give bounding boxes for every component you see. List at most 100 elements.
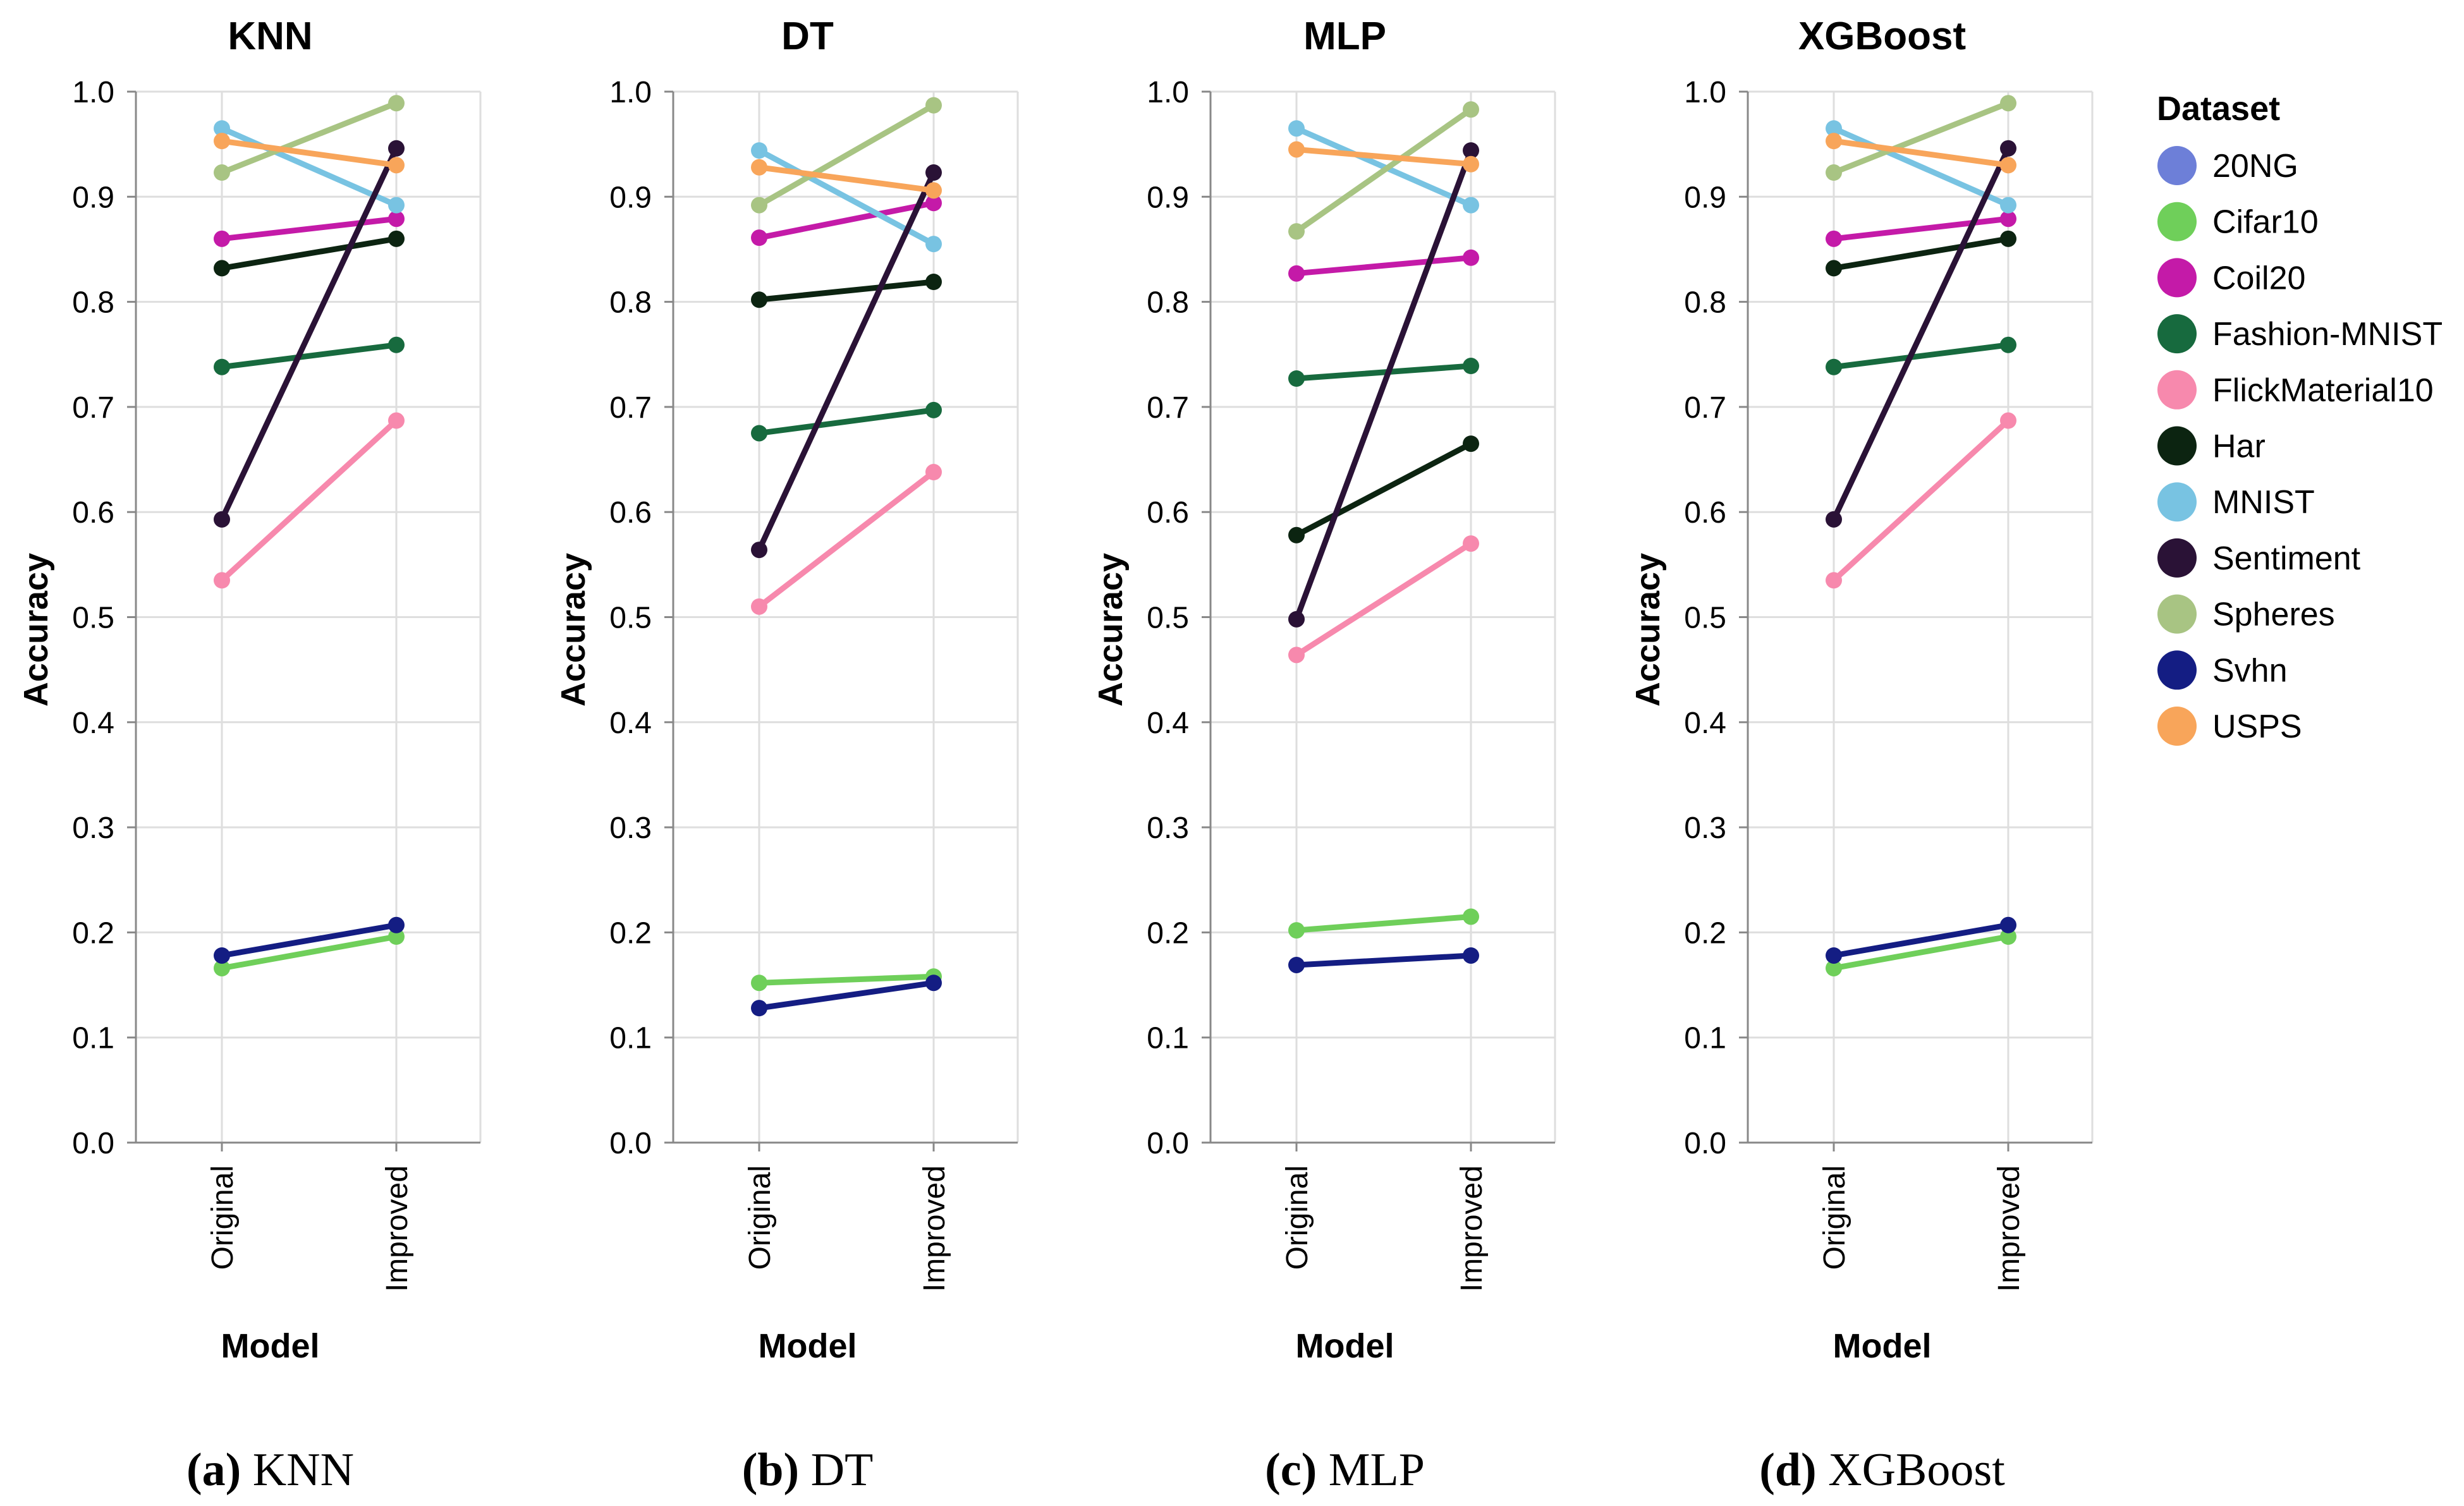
data-point-coil20-original — [1288, 265, 1305, 282]
data-point-usps-original — [751, 159, 767, 176]
data-point-coil20-improved — [1463, 249, 1479, 266]
x-tick-label: Improved — [1455, 1165, 1489, 1292]
y-tick-label: 0.2 — [72, 916, 114, 950]
series-line-mnist — [1831, 125, 2011, 209]
caption-text: DT — [799, 1444, 873, 1496]
y-tick-label: 0.5 — [1147, 602, 1189, 635]
data-point-flickmaterial10-original — [1288, 647, 1305, 664]
legend-swatch — [2157, 370, 2197, 410]
x-axis-title: Model — [759, 1327, 857, 1365]
data-point-cifar10-improved — [2000, 928, 2016, 945]
x-axis-title: Model — [1296, 1327, 1394, 1365]
y-tick-label: 0.7 — [72, 391, 114, 425]
y-tick-label: 0.8 — [1147, 286, 1189, 320]
data-point-sentiment-improved — [388, 140, 405, 157]
series-line-sentiment — [756, 169, 937, 553]
data-point-spheres-improved — [1463, 101, 1479, 118]
legend-label: Cifar10 — [2212, 204, 2319, 241]
data-point-usps-original — [1826, 133, 1842, 150]
series-line-coil20 — [756, 200, 937, 241]
data-point-spheres-improved — [2000, 95, 2016, 112]
x-tick-label: Improved — [1992, 1165, 2026, 1292]
y-tick-label: 1.0 — [1147, 76, 1189, 109]
y-tick-label: 1.0 — [609, 76, 652, 109]
series-line-har — [1293, 440, 1474, 538]
data-point-flickmaterial10-improved — [2000, 412, 2016, 429]
x-tick-label: Original — [206, 1165, 240, 1270]
data-point-svhn-improved — [925, 975, 942, 992]
panel-caption: (a) KNN — [186, 1444, 354, 1496]
data-point-mnist-improved — [388, 197, 405, 214]
y-tick-label: 0.0 — [1147, 1127, 1189, 1160]
series-line-sentiment — [1293, 147, 1474, 622]
legend-item-har: Har — [2157, 426, 2266, 466]
data-point-har-original — [1826, 260, 1842, 277]
y-tick-label: 0.1 — [72, 1022, 114, 1055]
x-axis-title: Model — [1833, 1327, 1932, 1365]
series-line-spheres — [219, 100, 399, 176]
y-axis-title: Accuracy — [1092, 553, 1130, 707]
y-tick-label: 0.5 — [609, 602, 652, 635]
series-line-sentiment — [219, 145, 399, 523]
y-tick-label: 0.6 — [1147, 496, 1189, 530]
x-axis-title: Model — [221, 1327, 320, 1365]
data-point-coil20-improved — [2000, 210, 2016, 228]
data-point-sentiment-original — [214, 511, 230, 528]
data-point-spheres-original — [751, 197, 767, 214]
legend-title: Dataset — [2157, 90, 2280, 128]
y-tick-label: 1.0 — [72, 76, 114, 109]
data-point-flickmaterial10-improved — [388, 412, 405, 429]
data-point-sentiment-improved — [1463, 142, 1479, 159]
x-tick-label: Original — [1818, 1165, 1851, 1270]
series-line-coil20 — [1293, 255, 1474, 277]
data-point-svhn-original — [1288, 956, 1305, 973]
series-line-mnist — [1293, 125, 1474, 209]
y-tick-label: 0.3 — [72, 811, 114, 845]
data-point-svhn-improved — [1463, 947, 1479, 964]
y-tick-label: 0.4 — [1147, 707, 1189, 740]
y-tick-label: 0.6 — [1684, 496, 1726, 530]
legend-swatch — [2157, 426, 2197, 466]
legend-label: Fashion-MNIST — [2212, 316, 2443, 353]
data-point-mnist-improved — [2000, 197, 2016, 214]
legend-swatch — [2157, 258, 2197, 298]
data-point-sentiment-improved — [925, 164, 942, 181]
series-line-svhn — [219, 922, 399, 959]
data-point-coil20-original — [1826, 230, 1842, 247]
data-point-cifar10-original — [751, 975, 767, 992]
series-line-usps — [756, 164, 937, 193]
y-tick-label: 0.1 — [1147, 1022, 1189, 1055]
legend-item-cifar10: Cifar10 — [2157, 202, 2319, 241]
legend-label: MNIST — [2212, 484, 2315, 521]
y-tick-label: 0.6 — [609, 496, 652, 530]
series-line-spheres — [756, 102, 937, 209]
series-line-spheres — [1293, 106, 1474, 234]
y-tick-label: 0.8 — [72, 286, 114, 320]
series-line-usps — [219, 138, 399, 168]
caption-text: XGBoost — [1817, 1444, 2006, 1496]
x-tick-label: Improved — [918, 1165, 951, 1292]
chart-title: DT — [781, 15, 834, 58]
legend-item-flickmaterial10: FlickMaterial10 — [2157, 370, 2434, 410]
y-tick-label: 0.5 — [72, 602, 114, 635]
series-line-coil20 — [1831, 216, 2011, 242]
data-point-flickmaterial10-improved — [1463, 535, 1479, 552]
y-axis-title: Accuracy — [554, 553, 592, 707]
data-point-fashion-mnist-improved — [388, 336, 405, 353]
y-tick-label: 0.0 — [72, 1127, 114, 1160]
data-point-usps-improved — [1463, 155, 1479, 173]
caption-text: MLP — [1317, 1444, 1425, 1496]
legend-label: Coil20 — [2212, 260, 2305, 296]
series-line-fashion-mnist — [1293, 363, 1474, 382]
data-point-flickmaterial10-original — [1826, 572, 1842, 589]
legend-label: Svhn — [2212, 652, 2288, 689]
legend-item-usps: USPS — [2157, 707, 2302, 746]
data-point-fashion-mnist-original — [1826, 358, 1842, 375]
legend-item-mnist: MNIST — [2157, 482, 2315, 522]
data-point-svhn-original — [1826, 947, 1842, 964]
data-point-usps-original — [214, 133, 230, 150]
y-tick-label: 0.8 — [1684, 286, 1726, 320]
data-point-sentiment-original — [1826, 511, 1842, 528]
series-line-har — [219, 236, 399, 271]
series-line-flickmaterial10 — [1831, 418, 2011, 583]
